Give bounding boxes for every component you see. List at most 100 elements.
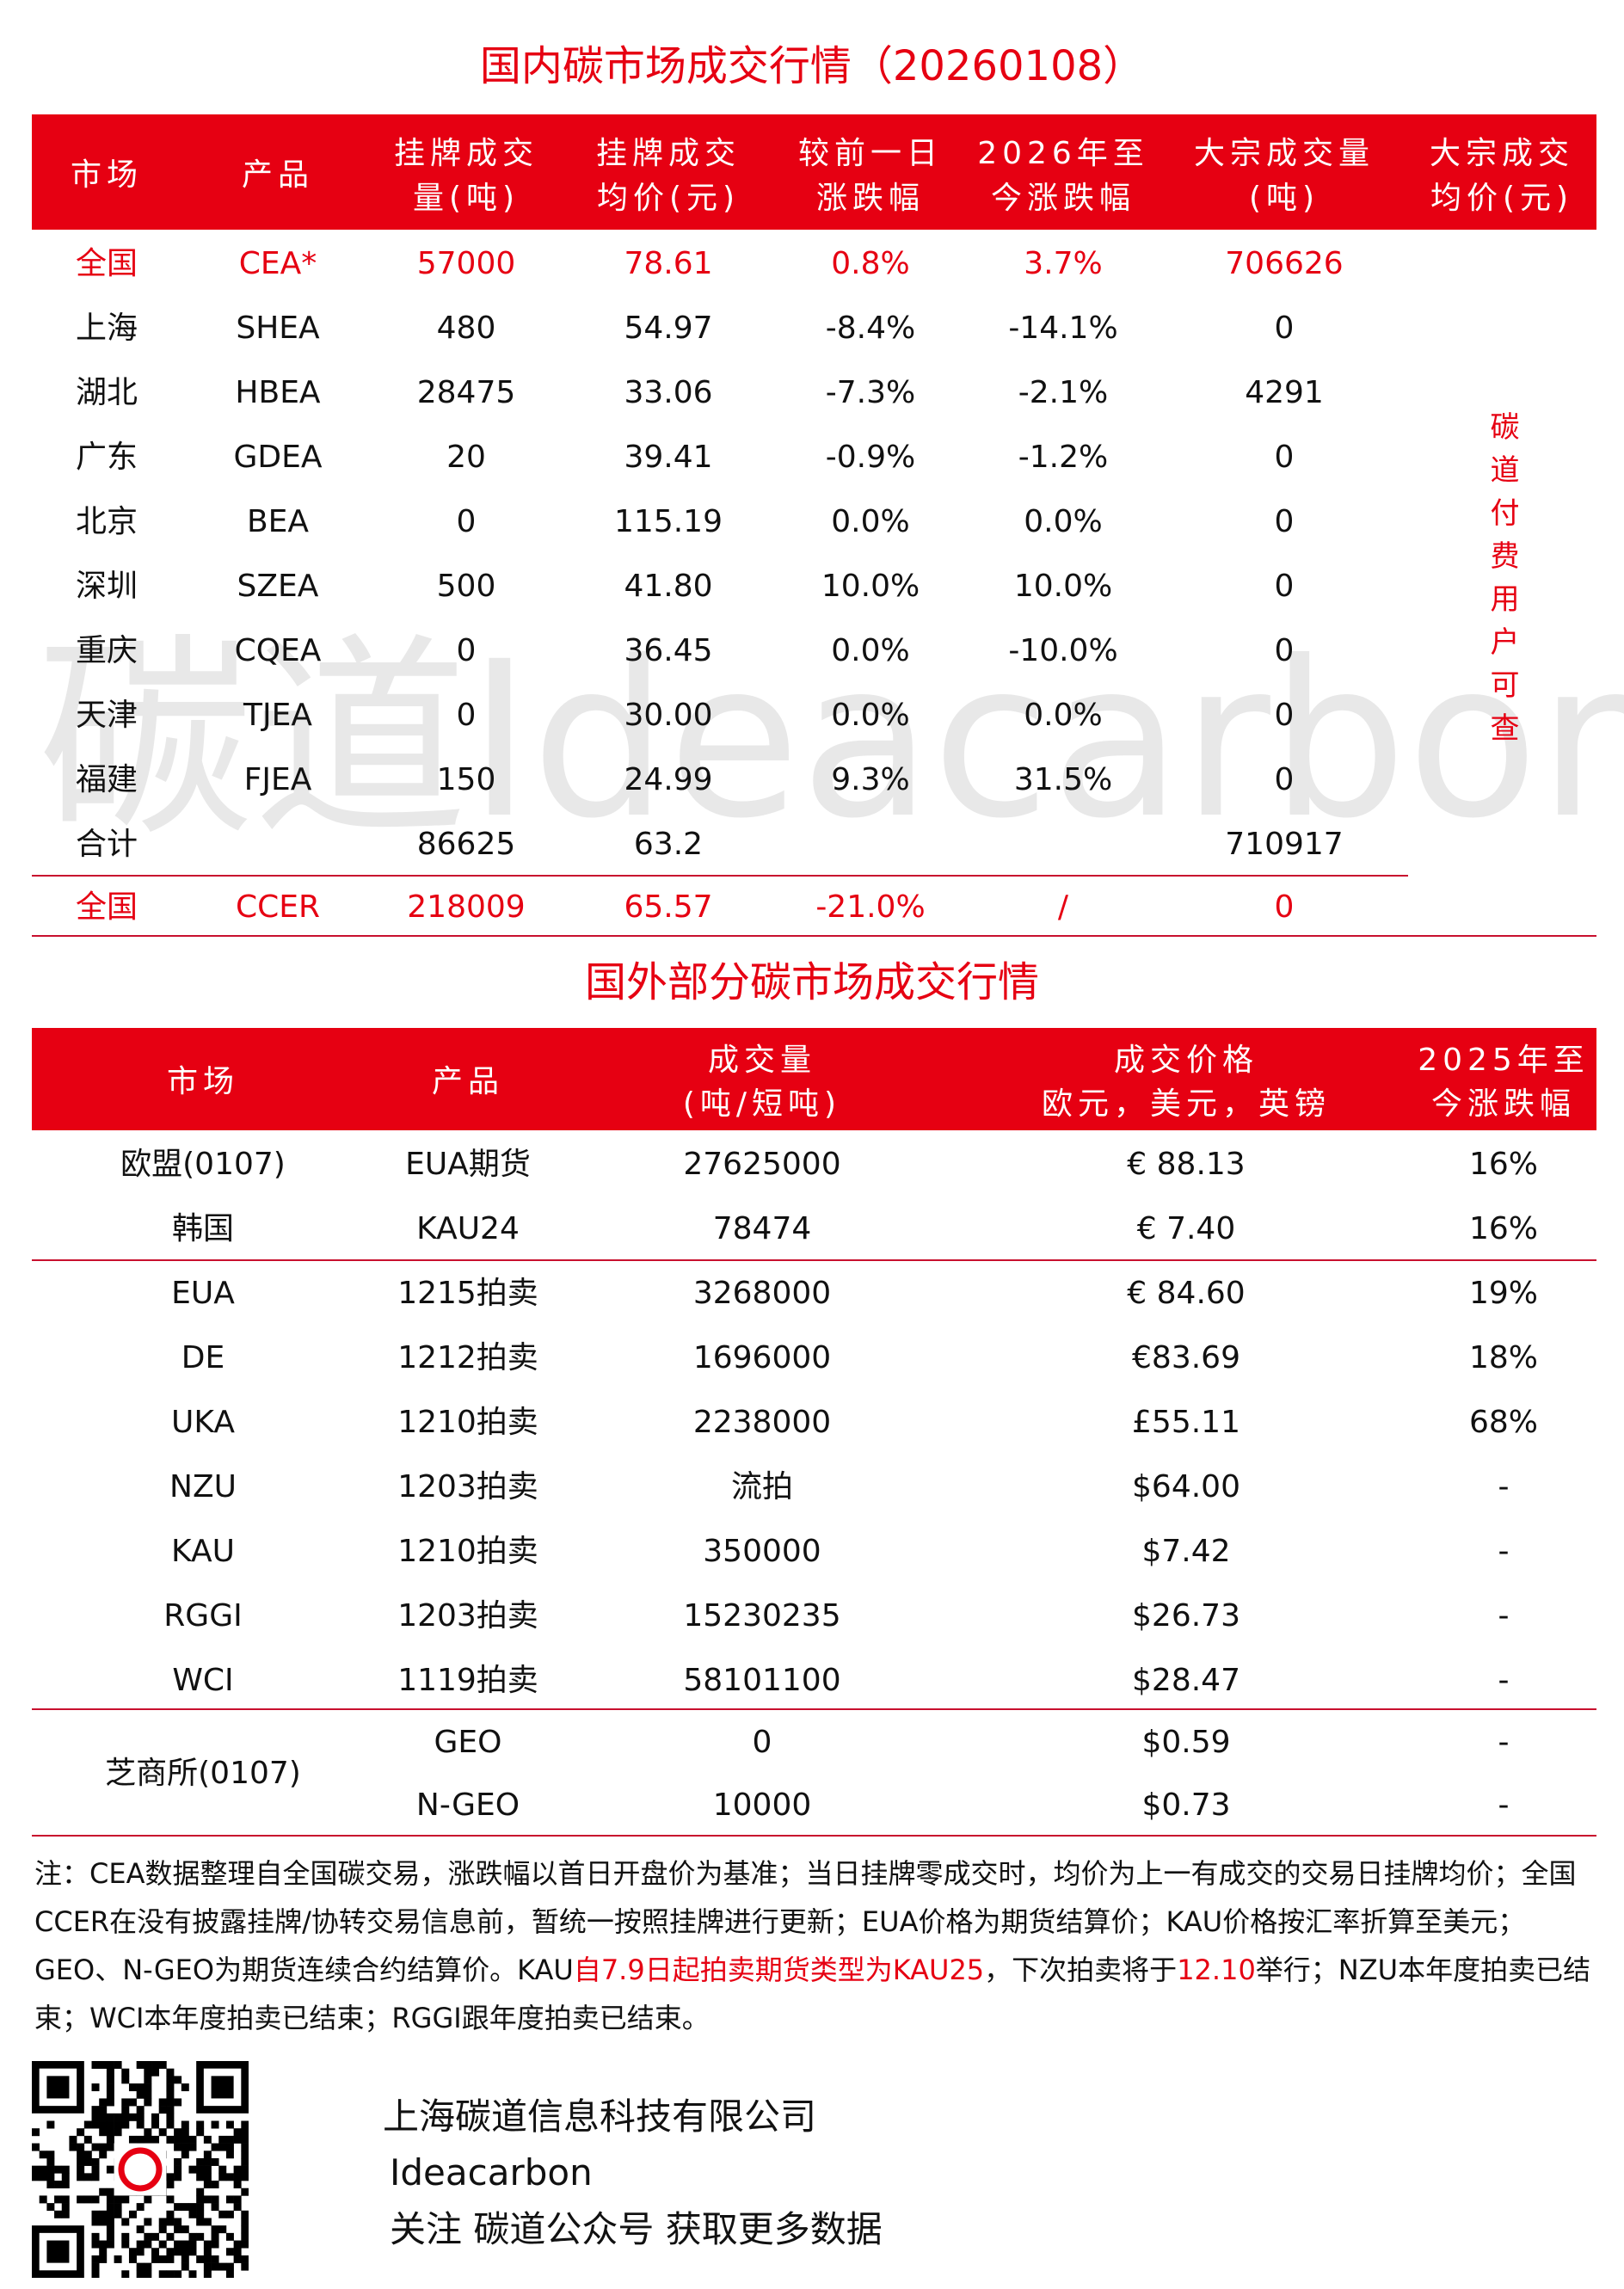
cell: 1212拍卖 xyxy=(397,1339,538,1375)
qr-module xyxy=(121,2120,130,2129)
qr-module xyxy=(241,2240,249,2249)
cell: 0 xyxy=(456,632,477,668)
qr-module xyxy=(77,2143,85,2151)
qr-module xyxy=(196,2187,205,2196)
qr-module xyxy=(166,2173,175,2181)
qr-module xyxy=(114,2061,122,2069)
qr-module xyxy=(106,2090,114,2099)
qr-module xyxy=(241,2262,249,2271)
column-header: 均价(元) xyxy=(596,180,741,216)
cell: -7.3% xyxy=(825,374,916,410)
qr-module xyxy=(69,2143,77,2151)
qr-module xyxy=(32,2173,40,2181)
cell: 480 xyxy=(436,310,496,346)
qr-module xyxy=(181,2225,189,2234)
qr-module xyxy=(151,2248,160,2256)
cell: CEA* xyxy=(238,245,317,281)
qr-module xyxy=(121,2098,130,2107)
side-note: 碳道付费用户可查 xyxy=(1485,411,1519,755)
qr-module xyxy=(181,2255,189,2263)
qr-module xyxy=(196,2173,205,2181)
qr-module xyxy=(114,2113,122,2121)
qr-module xyxy=(83,2157,92,2166)
qr-module xyxy=(144,2218,152,2226)
qr-module xyxy=(144,2195,152,2204)
qr-module xyxy=(218,2225,227,2234)
cell: $0.59 xyxy=(1141,1724,1231,1760)
qr-module xyxy=(241,2165,249,2174)
qr-module xyxy=(46,2076,70,2099)
qr-module xyxy=(106,2128,114,2137)
qr-module xyxy=(144,2135,152,2144)
qr-module xyxy=(128,2210,137,2218)
qr-module xyxy=(91,2061,100,2069)
cell: -2.1% xyxy=(1018,374,1109,410)
qr-module xyxy=(114,2120,122,2129)
qr-module xyxy=(99,2210,108,2218)
qr-module xyxy=(83,2135,92,2144)
qr-module xyxy=(225,2270,234,2278)
cell: FJEA xyxy=(243,761,312,797)
column-header: 量(吨) xyxy=(412,180,520,216)
qr-module xyxy=(91,2143,100,2151)
qr-module xyxy=(54,2165,63,2174)
qr-module xyxy=(166,2106,175,2114)
qr-module xyxy=(188,2165,197,2174)
cell: - xyxy=(1498,1468,1510,1504)
cell: 1210拍卖 xyxy=(397,1404,538,1440)
qr-module xyxy=(196,2195,205,2204)
qr-module xyxy=(106,2113,114,2121)
cell: EUA xyxy=(171,1275,235,1311)
qr-module xyxy=(166,2210,175,2218)
qr-module xyxy=(61,2210,70,2218)
cell: 63.2 xyxy=(633,826,704,862)
cell: 150 xyxy=(436,761,496,797)
qr-module xyxy=(106,2120,114,2129)
qr-module xyxy=(174,2218,182,2226)
qr-module xyxy=(203,2248,212,2256)
qr-module xyxy=(233,2248,242,2256)
qr-module xyxy=(136,2113,145,2121)
column-header: 产品 xyxy=(431,1063,504,1099)
cell: CCER xyxy=(235,889,321,925)
qr-module xyxy=(91,2270,100,2278)
qr-module xyxy=(166,2232,175,2241)
qr-module xyxy=(203,2195,212,2204)
follow-text: 关注 碳道公众号 获取更多数据 xyxy=(390,2207,883,2250)
qr-module xyxy=(144,2240,152,2249)
qr-module xyxy=(91,2083,100,2092)
qr-module xyxy=(188,2210,197,2218)
qr-module xyxy=(144,2068,152,2077)
column-header: 2026年至 xyxy=(977,135,1149,171)
qr-module xyxy=(166,2090,175,2099)
cell: 39.41 xyxy=(624,439,713,475)
qr-module xyxy=(99,2061,108,2069)
qr-module xyxy=(158,2106,167,2114)
cell: 54.97 xyxy=(624,310,713,346)
qr-module xyxy=(196,2218,205,2226)
qr-module xyxy=(91,2165,100,2174)
qr-module xyxy=(241,2232,249,2241)
qr-module xyxy=(99,2240,108,2249)
cell: 33.06 xyxy=(624,374,713,410)
cell: 24.99 xyxy=(624,761,713,797)
qr-module xyxy=(54,2181,63,2189)
brand-name: Ideacarbon xyxy=(390,2151,593,2194)
qr-module xyxy=(225,2143,234,2151)
qr-module xyxy=(46,2157,55,2166)
qr-module xyxy=(91,2173,100,2181)
qr-module xyxy=(203,2262,212,2271)
cell: 0 xyxy=(1274,761,1295,797)
qr-module xyxy=(241,2135,249,2144)
qr-module xyxy=(196,2210,205,2218)
cell: 10.0% xyxy=(821,568,920,604)
cell: 韩国 xyxy=(171,1210,234,1246)
qr-module xyxy=(144,2232,152,2241)
qr-module xyxy=(225,2173,234,2181)
cell: CQEA xyxy=(234,632,322,668)
cell: 19% xyxy=(1468,1275,1538,1311)
cell: 1210拍卖 xyxy=(397,1533,538,1569)
cell: HBEA xyxy=(235,374,321,410)
cell: 78.61 xyxy=(624,245,713,281)
